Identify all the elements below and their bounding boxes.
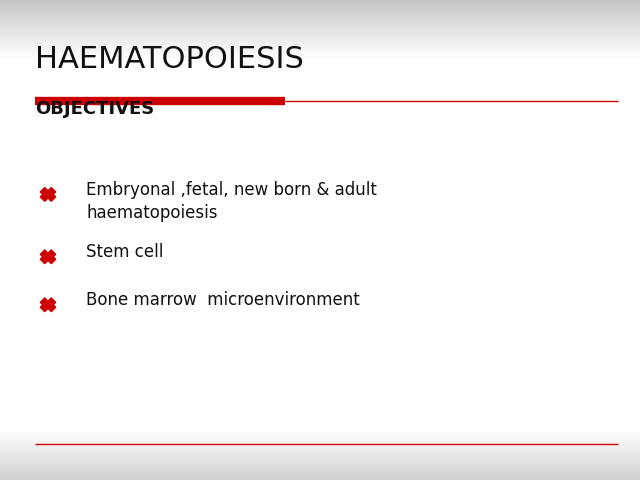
Text: Stem cell: Stem cell xyxy=(86,243,164,261)
Polygon shape xyxy=(40,188,49,196)
Polygon shape xyxy=(40,255,49,264)
Text: OBJECTIVES: OBJECTIVES xyxy=(35,100,154,118)
Text: Bone marrow  microenvironment: Bone marrow microenvironment xyxy=(86,291,360,309)
Polygon shape xyxy=(40,298,49,307)
Text: HAEMATOPOIESIS: HAEMATOPOIESIS xyxy=(35,46,304,74)
Polygon shape xyxy=(47,303,56,312)
Polygon shape xyxy=(47,192,56,201)
Text: Embryonal ,fetal, new born & adult
haematopoiesis: Embryonal ,fetal, new born & adult haema… xyxy=(86,181,377,222)
Polygon shape xyxy=(47,298,56,307)
Polygon shape xyxy=(47,255,56,264)
Polygon shape xyxy=(40,192,49,201)
Polygon shape xyxy=(40,303,49,312)
Polygon shape xyxy=(47,188,56,196)
Polygon shape xyxy=(40,250,49,259)
Polygon shape xyxy=(47,250,56,259)
